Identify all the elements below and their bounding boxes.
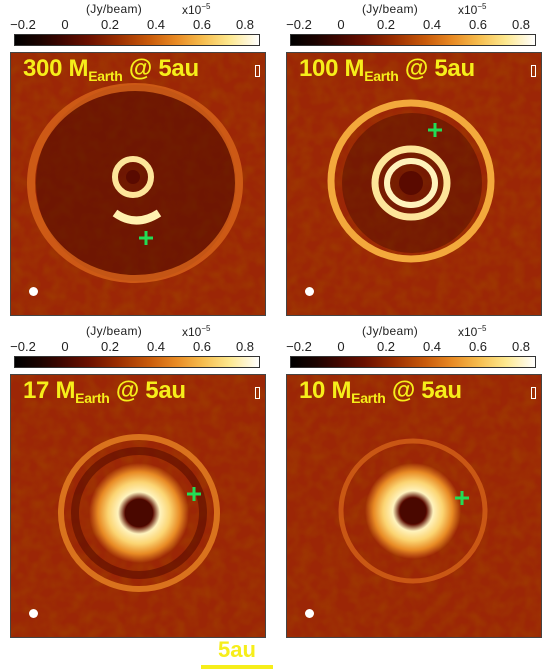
inner-ring-outer (371, 145, 451, 221)
colorbar-unit: (Jy/beam) (86, 2, 143, 16)
panel-17-mearth: (Jy/beam) x10−5 −0.2 0 0.2 0.4 0.6 0.8 (0, 322, 273, 669)
beam-ellipse (29, 287, 38, 296)
panel-10-mearth: (Jy/beam) x10−5 −0.2 0 0.2 0.4 0.6 0.8 (276, 322, 547, 644)
scale-bar-line (201, 665, 273, 669)
colorbar-tick: 0 (61, 17, 69, 32)
beam-ellipse (305, 287, 314, 296)
beam-ellipse (29, 609, 38, 618)
colorbar-unit: (Jy/beam) (362, 324, 419, 338)
beam-ellipse (305, 609, 314, 618)
colorbar-tick: 0.8 (235, 339, 255, 354)
colorbar-tick: 0.2 (376, 339, 396, 354)
colorbar-label: (Jy/beam) x10−5 (0, 324, 271, 342)
colorbar-label: (Jy/beam) x10−5 (276, 324, 547, 342)
emission-map: 100 MEarth @ 5au (286, 52, 542, 316)
colorbar-tick: 0 (337, 17, 345, 32)
colorbar-tick: 0.8 (235, 17, 255, 32)
beam-marker (255, 65, 260, 77)
colorbar-tick: 0.6 (468, 339, 488, 354)
planet-marker (428, 123, 442, 137)
colorbar-tick: 0.4 (146, 339, 166, 354)
outer-ring (338, 438, 488, 584)
colorbar-tick: 0.2 (100, 17, 120, 32)
colorbar-tick: 0 (61, 339, 69, 354)
inner-crescent (112, 209, 162, 225)
panel-100-mearth: (Jy/beam) x10−5 −0.2 0 0.2 0.4 0.6 0.8 (276, 0, 547, 322)
colorbar-tick: 0.4 (146, 17, 166, 32)
colorbar-tick: 0.2 (376, 17, 396, 32)
colorbar-tick: 0.8 (511, 339, 531, 354)
panel-title: 300 MEarth @ 5au (23, 55, 199, 84)
beam-marker (531, 65, 536, 77)
colorbar (290, 356, 536, 368)
colorbar (14, 356, 260, 368)
emission-map: 300 MEarth @ 5au (10, 52, 266, 316)
colorbar-tick: 0.4 (422, 17, 442, 32)
colorbar-tick: 0.6 (468, 17, 488, 32)
colorbar-label: (Jy/beam) x10−5 (0, 2, 271, 20)
colorbar (290, 34, 536, 46)
colorbar-multiplier: x10−5 (458, 2, 487, 17)
planet-marker (187, 487, 201, 501)
colorbar-multiplier: x10−5 (182, 2, 211, 17)
outer-ring (27, 83, 243, 283)
colorbar-tick: 0.4 (422, 339, 442, 354)
panel-title: 100 MEarth @ 5au (299, 55, 475, 84)
panel-300-mearth: (Jy/beam) x10−5 −0.2 0 0.2 0.4 0.6 0.8 (0, 0, 271, 322)
colorbar-tick: 0.2 (100, 339, 120, 354)
panel-title: 10 MEarth @ 5au (299, 377, 462, 406)
colorbar-tick: 0.6 (192, 339, 212, 354)
colorbar-label: (Jy/beam) x10−5 (276, 2, 547, 20)
outer-ring (327, 99, 495, 263)
beam-marker (531, 387, 536, 399)
beam-marker (255, 387, 260, 399)
inner-ring-inner (384, 158, 438, 208)
colorbar-tick: 0.8 (511, 17, 531, 32)
colorbar-unit: (Jy/beam) (362, 2, 419, 16)
colorbar-multiplier: x10−5 (458, 324, 487, 339)
colorbar-tick: −0.2 (286, 17, 312, 32)
colorbar-tick: −0.2 (10, 17, 36, 32)
colorbar (14, 34, 260, 46)
colorbar-tick: 0 (337, 339, 345, 354)
planet-marker (455, 491, 469, 505)
emission-map: 17 MEarth @ 5au 5au (10, 374, 273, 669)
inner-ring (112, 156, 154, 198)
colorbar-tick: −0.2 (10, 339, 36, 354)
colorbar-tick: −0.2 (286, 339, 312, 354)
planet-marker (139, 231, 153, 245)
colorbar-multiplier: x10−5 (182, 324, 211, 339)
scale-bar-label: 5au (218, 637, 256, 662)
colorbar-unit: (Jy/beam) (86, 324, 143, 338)
colorbar-tick: 0.6 (192, 17, 212, 32)
outer-ring (58, 434, 220, 592)
panel-title: 17 MEarth @ 5au (23, 377, 186, 406)
emission-map: 10 MEarth @ 5au (286, 374, 542, 638)
